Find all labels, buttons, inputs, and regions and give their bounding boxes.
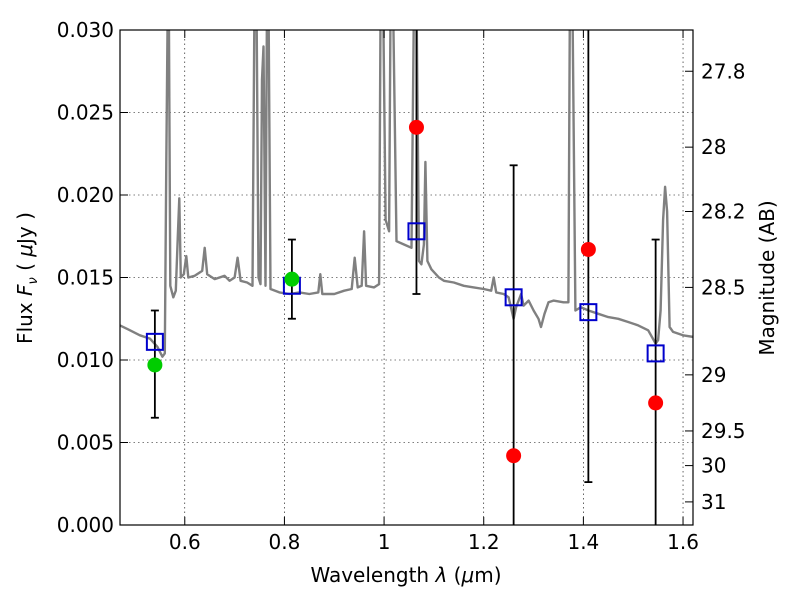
x-tick-label: 1 <box>378 530 391 554</box>
observed-point <box>506 448 522 464</box>
y2-tick-label: 28.5 <box>701 275 746 299</box>
observed-point <box>648 395 664 411</box>
x-tick-label: 1.4 <box>567 530 599 554</box>
model-square-marker <box>145 332 164 351</box>
model-square-marker <box>407 222 426 241</box>
x-tick-label: 1.6 <box>667 530 699 554</box>
y2-tick-label: 30 <box>701 454 726 478</box>
y2-axis-label: Magnitude (AB) <box>755 200 779 355</box>
model-square-marker <box>579 303 598 322</box>
y-tick-label: 0.010 <box>57 348 114 372</box>
y-axis-label: Flux Fν ( μJy ) <box>13 212 41 344</box>
model-square-marker <box>646 344 665 363</box>
tick-layer: 0.6 0.8 1 1.2 1.4 1.6 0.000 0.005 0.010 0.015 0.02… <box>57 18 746 554</box>
y-tick-label: 0.015 <box>57 266 114 290</box>
model-square-marker <box>504 288 523 307</box>
spectrum-line <box>120 30 693 358</box>
y-tick-label: 0.020 <box>57 183 114 207</box>
observed-point <box>580 241 596 257</box>
y2-tick-label: 28.2 <box>701 200 746 224</box>
y2-tick-label: 28 <box>701 135 726 159</box>
observed-point <box>408 119 424 135</box>
y-tick-label: 0.005 <box>57 431 114 455</box>
x-tick-label: 0.8 <box>269 530 301 554</box>
y2-tick-label: 27.8 <box>701 59 746 83</box>
y2-tick-label: 31 <box>701 490 726 514</box>
y-tick-label: 0.025 <box>57 101 114 125</box>
y2-tick-label: 29.5 <box>701 419 746 443</box>
data-layer <box>120 30 693 358</box>
observed-point <box>147 357 163 373</box>
grid-layer <box>120 30 693 525</box>
y-tick-label: 0.030 <box>57 18 114 42</box>
x-tick-label: 1.2 <box>468 530 500 554</box>
y2-tick-label: 29 <box>701 363 726 387</box>
y-tick-label: 0.000 <box>57 513 114 537</box>
x-axis-label: Wavelength λ (μm) <box>310 563 501 587</box>
x-tick-label: 0.6 <box>169 530 201 554</box>
observed-point <box>284 271 300 287</box>
marker-layer <box>145 30 665 525</box>
